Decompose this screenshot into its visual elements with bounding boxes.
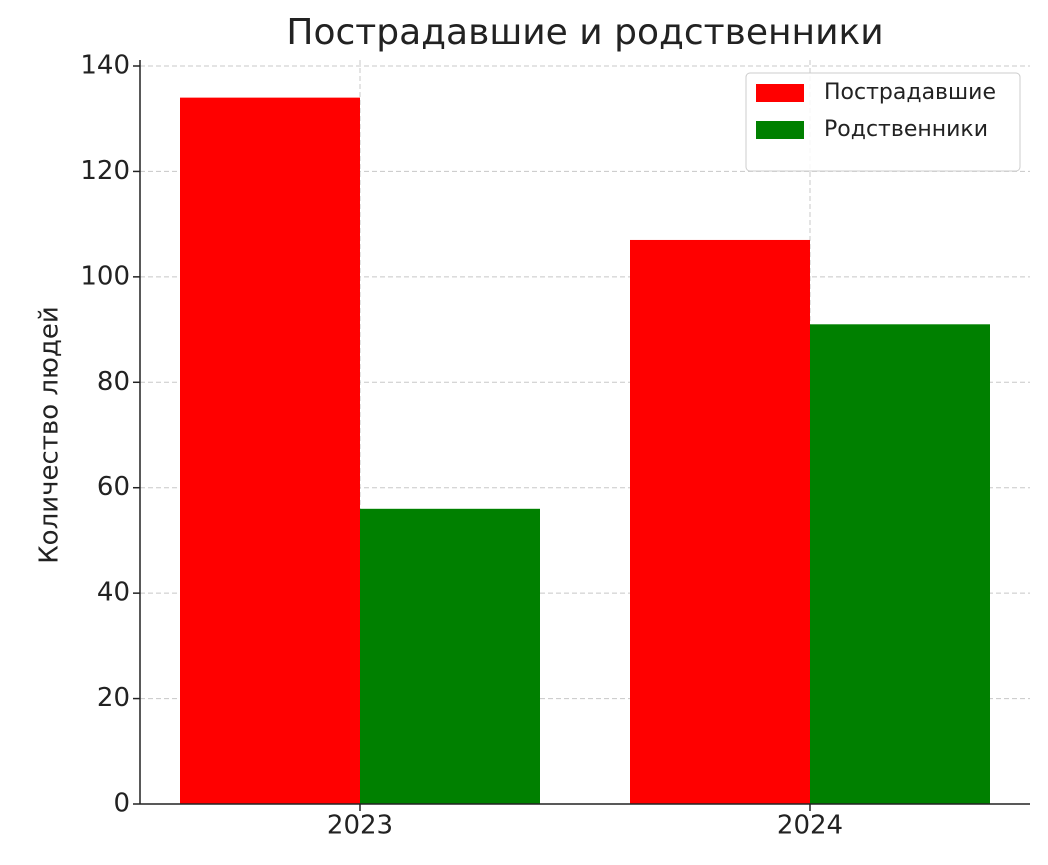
x-tick-label: 2023 — [327, 811, 393, 841]
y-tick-label: 100 — [80, 261, 130, 291]
y-tick-label: 140 — [80, 51, 130, 81]
legend-label: Пострадавшие — [824, 80, 996, 105]
legend-swatch — [756, 84, 804, 102]
y-tick-label: 20 — [97, 683, 130, 713]
y-tick-label: 80 — [97, 367, 130, 397]
y-tick-label: 0 — [113, 789, 130, 819]
y-tick-label: 120 — [80, 156, 130, 186]
chart-title: Пострадавшие и родственники — [286, 12, 883, 53]
legend-label: Родственники — [824, 117, 988, 142]
legend-swatch — [756, 121, 804, 139]
y-axis-label: Количество людей — [35, 306, 65, 564]
legend-box — [745, 72, 1021, 172]
bar — [360, 508, 540, 804]
x-tick-label: 2024 — [777, 811, 843, 841]
y-tick-label: 40 — [97, 578, 130, 608]
bar — [180, 97, 360, 805]
bar — [810, 324, 990, 804]
y-tick-label: 60 — [97, 472, 130, 502]
bar — [630, 239, 810, 804]
